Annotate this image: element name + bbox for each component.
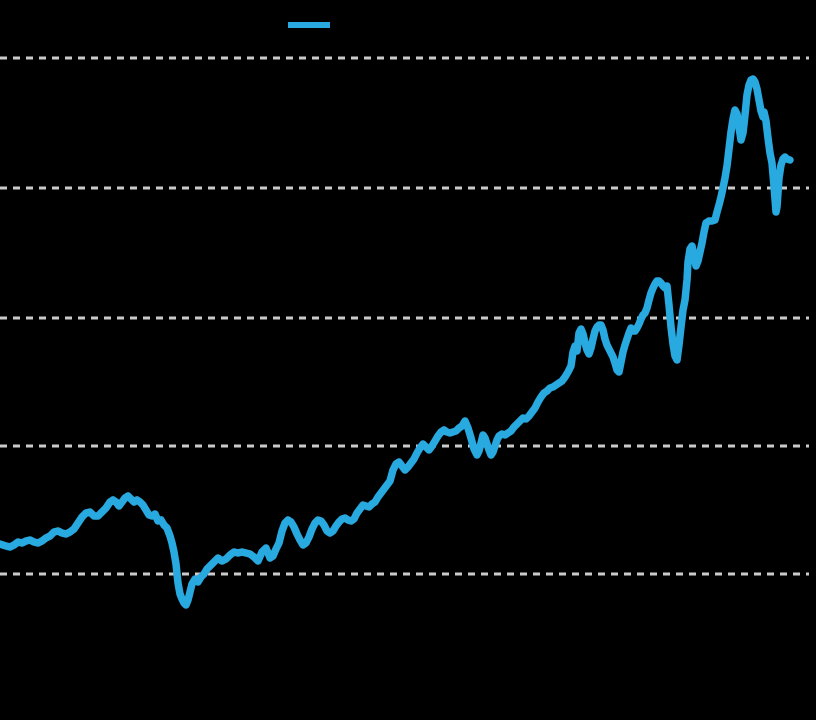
series-line (0, 75, 794, 609)
legend-swatch (288, 22, 330, 28)
